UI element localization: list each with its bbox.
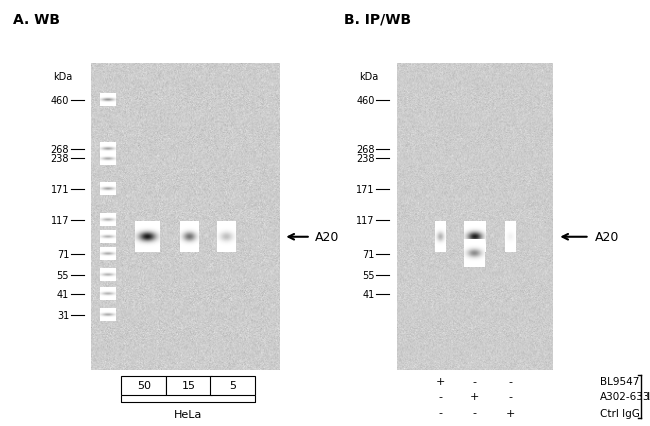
Text: 238: 238: [356, 154, 374, 164]
Text: kDa: kDa: [53, 72, 73, 81]
FancyBboxPatch shape: [166, 376, 212, 395]
Text: -: -: [438, 391, 442, 401]
Text: -: -: [508, 391, 512, 401]
Text: 238: 238: [51, 154, 69, 164]
Text: 50: 50: [136, 380, 151, 391]
Text: 41: 41: [363, 289, 374, 299]
Text: 460: 460: [356, 96, 374, 106]
Text: -: -: [473, 376, 476, 386]
Text: 268: 268: [356, 145, 374, 155]
Text: 460: 460: [51, 96, 69, 106]
Text: A20: A20: [315, 231, 340, 244]
Text: Ctrl IgG: Ctrl IgG: [600, 408, 640, 417]
Text: 268: 268: [51, 145, 69, 155]
Text: 31: 31: [57, 311, 69, 320]
Text: A20: A20: [595, 231, 620, 244]
Text: 41: 41: [57, 289, 69, 299]
Text: BL9547: BL9547: [600, 376, 640, 386]
Text: HeLa: HeLa: [174, 409, 202, 419]
Text: +: +: [506, 408, 515, 417]
Text: 171: 171: [356, 184, 374, 195]
Text: -: -: [508, 376, 512, 386]
Text: 55: 55: [57, 271, 69, 281]
FancyBboxPatch shape: [121, 376, 166, 395]
Text: B. IP/WB: B. IP/WB: [344, 13, 411, 27]
FancyBboxPatch shape: [210, 376, 255, 395]
Text: -: -: [438, 408, 442, 417]
Text: 15: 15: [182, 380, 196, 391]
Text: +: +: [436, 376, 445, 386]
Text: +: +: [470, 391, 479, 401]
Text: A. WB: A. WB: [13, 13, 60, 27]
Text: 5: 5: [229, 380, 236, 391]
Text: 117: 117: [51, 215, 69, 225]
Text: 71: 71: [57, 249, 69, 259]
Text: 171: 171: [51, 184, 69, 195]
Text: IP: IP: [647, 391, 650, 401]
Text: A302-633A: A302-633A: [600, 391, 650, 401]
Text: 71: 71: [362, 249, 374, 259]
Text: 117: 117: [356, 215, 374, 225]
Text: 55: 55: [362, 271, 374, 281]
Text: -: -: [473, 408, 476, 417]
Text: kDa: kDa: [359, 72, 378, 81]
